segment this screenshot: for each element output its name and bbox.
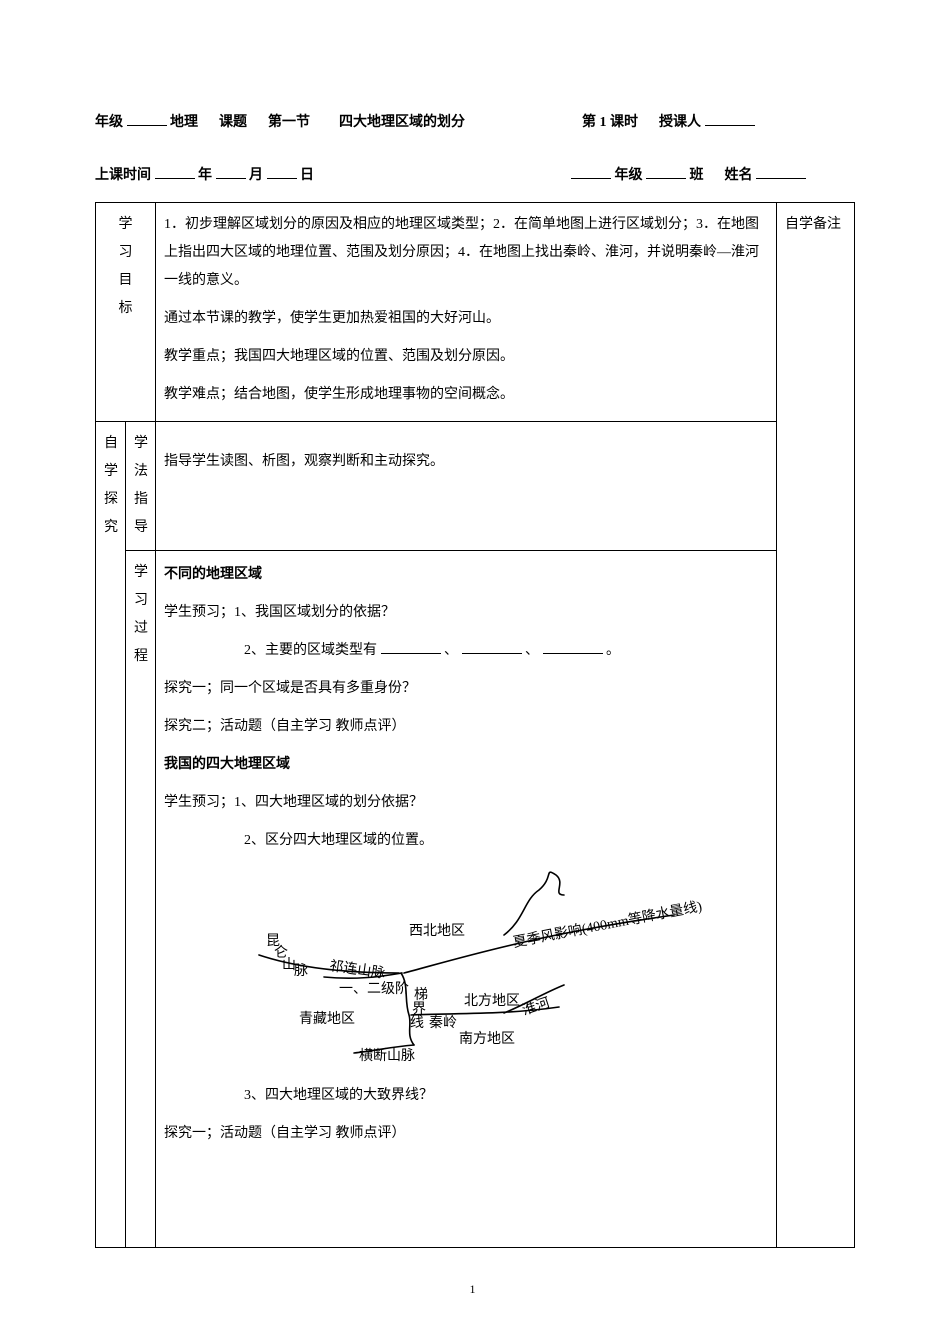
goals-label-char: 目 (104, 267, 147, 295)
goals-label-char: 标 (104, 295, 147, 323)
svg-text:夏季风影响(400mm等降水量线): 夏季风影响(400mm等降水量线) (512, 898, 704, 951)
process-label-cell: 学 习 过 程 (126, 551, 156, 1248)
blank-type-2[interactable] (462, 639, 522, 654)
guide-label-char: 学 (134, 430, 147, 458)
class-label: 班 (690, 168, 704, 183)
period-label: 第 1 课时 (582, 115, 638, 130)
selfstudy-label-char: 探 (104, 486, 117, 514)
process-content-cell: 不同的地理区域 学生预习；1、我国区域划分的依据？ 2、主要的区域类型有 、 、… (156, 551, 777, 1248)
goals-label-cell: 学 习 目 标 (96, 203, 156, 422)
header-line-2: 上课时间 年 月 日 年级 班 姓名 (95, 163, 855, 188)
page-number: 1 (0, 1282, 945, 1297)
guide-label-char: 法 (134, 458, 147, 486)
process-p2-sep2: 、 (525, 643, 539, 658)
svg-text:横断山脉: 横断山脉 (359, 1048, 415, 1064)
goals-content-cell: 1．初步理解区域划分的原因及相应的地理区域类型；2．在简单地图上进行区域划分；3… (156, 203, 777, 422)
goals-p1: 1．初步理解区域划分的原因及相应的地理区域类型；2．在简单地图上进行区域划分；3… (164, 211, 768, 295)
goals-label-char: 习 (104, 239, 147, 267)
goals-label: 学 习 目 标 (104, 211, 147, 323)
process-p2-sep1: 、 (444, 643, 458, 658)
process-label-char: 习 (134, 587, 147, 615)
year-blank[interactable] (155, 164, 195, 179)
process-p4: 探究二；活动题（自主学习 教师点评） (164, 713, 768, 741)
blank-type-1[interactable] (381, 639, 441, 654)
process-label: 学 习 过 程 (134, 559, 147, 671)
selfstudy-label-char: 究 (104, 514, 117, 542)
regions-diagram: 西北地区北方地区南方地区青藏地区昆仑山脉祁连山脉一、二级阶梯界线横断山脉秦岭淮河… (204, 865, 768, 1076)
row-process: 学 习 过 程 不同的地理区域 学生预习；1、我国区域划分的依据？ 2、主要的区… (96, 551, 855, 1248)
name-label: 姓名 (725, 168, 753, 183)
teacher-label: 授课人 (659, 115, 701, 130)
blank-type-3[interactable] (543, 639, 603, 654)
svg-text:西北地区: 西北地区 (409, 923, 465, 939)
selfstudy-label-cell: 自 学 探 究 (96, 422, 126, 1248)
guide-label-cell: 学 法 指 导 (126, 422, 156, 551)
month-blank[interactable] (216, 164, 246, 179)
process-label-char: 学 (134, 559, 147, 587)
grade-label: 年级 (95, 115, 123, 130)
svg-text:一、二级阶: 一、二级阶 (339, 981, 409, 997)
process-p3: 探究一；同一个区域是否具有多重身份？ (164, 675, 768, 703)
class-blank[interactable] (646, 164, 686, 179)
guide-label-char: 导 (134, 514, 147, 542)
header-line-1: 年级 地理 课题 第一节 四大地理区域的划分 第 1 课时 授课人 (95, 110, 855, 135)
notes-column[interactable]: 自学备注 (777, 203, 855, 1248)
day-blank[interactable] (267, 164, 297, 179)
svg-text:南方地区: 南方地区 (459, 1031, 515, 1047)
goals-p3: 教学重点；我国四大地理区域的位置、范围及划分原因。 (164, 343, 768, 371)
guide-label: 学 法 指 导 (134, 430, 147, 542)
goals-label-char: 学 (104, 211, 147, 239)
svg-text:青藏地区: 青藏地区 (299, 1011, 355, 1027)
selfstudy-label-char: 学 (104, 458, 117, 486)
worksheet-page: 年级 地理 课题 第一节 四大地理区域的划分 第 1 课时 授课人 上课时间 年… (0, 0, 945, 1337)
process-p2-suffix: 。 (606, 643, 620, 658)
month-label: 月 (249, 168, 263, 183)
selfstudy-label: 自 学 探 究 (104, 430, 117, 542)
svg-text:淮河: 淮河 (520, 995, 552, 1019)
svg-text:北方地区: 北方地区 (464, 993, 520, 1009)
notes-label: 自学备注 (785, 217, 841, 232)
process-label-char: 程 (134, 643, 147, 671)
process-h1: 不同的地理区域 (164, 561, 768, 589)
process-p1: 学生预习；1、我国区域划分的依据？ (164, 599, 768, 627)
svg-text:线: 线 (410, 1015, 424, 1031)
svg-text:秦岭: 秦岭 (429, 1015, 457, 1031)
process-label-char: 过 (134, 615, 147, 643)
grade-blank-2[interactable] (571, 164, 611, 179)
grade-blank[interactable] (127, 111, 167, 126)
grade-label-2: 年级 (615, 168, 643, 183)
svg-text:梯: 梯 (414, 987, 428, 1003)
process-p8: 探究一；活动题（自主学习 教师点评） (164, 1120, 768, 1148)
row-goals: 学 习 目 标 1．初步理解区域划分的原因及相应的地理区域类型；2．在简单地图上… (96, 203, 855, 422)
process-p2: 2、主要的区域类型有 、 、 。 (164, 637, 768, 665)
process-p2-prefix: 2、主要的区域类型有 (244, 643, 377, 658)
teacher-blank[interactable] (705, 111, 755, 126)
process-h2: 我国的四大地理区域 (164, 751, 768, 779)
guide-content-cell: 指导学生读图、析图，观察判断和主动探究。 (156, 422, 777, 551)
process-p6: 2、区分四大地理区域的位置。 (164, 827, 768, 855)
row-guide: 自 学 探 究 学 法 指 导 指导学生读图、析图，观察判断和主动探究。 (96, 422, 855, 551)
name-blank[interactable] (756, 164, 806, 179)
regions-diagram-svg: 西北地区北方地区南方地区青藏地区昆仑山脉祁连山脉一、二级阶梯界线横断山脉秦岭淮河… (204, 865, 704, 1065)
guide-text: 指导学生读图、析图，观察判断和主动探究。 (164, 430, 768, 494)
classtime-label: 上课时间 (95, 168, 151, 183)
selfstudy-label-char: 自 (104, 430, 117, 458)
section-label: 第一节 (268, 115, 310, 130)
worksheet-table: 学 习 目 标 1．初步理解区域划分的原因及相应的地理区域类型；2．在简单地图上… (95, 202, 855, 1248)
topic-label: 课题 (219, 115, 247, 130)
year-label: 年 (198, 168, 212, 183)
svg-text:脉: 脉 (294, 963, 308, 979)
process-p7: 3、四大地理区域的大致界线？ (164, 1082, 768, 1110)
process-p5: 学生预习；1、四大地理区域的划分依据？ (164, 789, 768, 817)
svg-text:界: 界 (412, 1002, 426, 1017)
guide-label-char: 指 (134, 486, 147, 514)
subject-label: 地理 (170, 115, 198, 130)
goals-p2: 通过本节课的教学，使学生更加热爱祖国的大好河山。 (164, 305, 768, 333)
goals-p4: 教学难点；结合地图，使学生形成地理事物的空间概念。 (164, 381, 768, 409)
day-label: 日 (300, 168, 314, 183)
lesson-title: 四大地理区域的划分 (339, 115, 465, 130)
